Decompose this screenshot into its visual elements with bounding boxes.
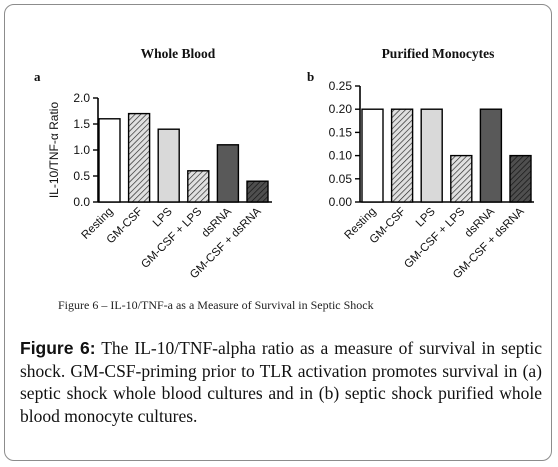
bar xyxy=(479,108,503,203)
y-tick-label: 2.0 xyxy=(73,91,90,105)
x-tick-label: LPS xyxy=(151,205,175,229)
y-tick-label: 0.10 xyxy=(329,149,353,163)
panel-letter: a xyxy=(34,69,41,84)
bar xyxy=(509,154,532,203)
y-tick-label: 0.25 xyxy=(329,79,353,93)
y-tick-label: 1.0 xyxy=(73,143,90,157)
bar xyxy=(450,154,473,203)
bar xyxy=(127,112,151,203)
bar xyxy=(157,128,180,203)
panel-letter: b xyxy=(307,69,314,84)
y-tick-label: 0.05 xyxy=(329,172,353,186)
chart-panel-purified-monocytes: Purified Monocytes b 0.00 0.05 0.10 0.15 0.20 0… xyxy=(307,46,534,281)
panel-title: Purified Monocytes xyxy=(382,46,495,61)
y-tick-label: 1.5 xyxy=(73,117,90,131)
y-tick-label: 0.20 xyxy=(329,102,353,116)
figure-charts: Whole Blood a IL-10/TNF-α Ratio 0.0 0.5 1.0 1.… xyxy=(34,46,534,281)
y-tick-label: 0.0 xyxy=(73,195,90,209)
figure-inner-caption: Figure 6 – IL-10/TNF-a as a Measure of S… xyxy=(58,298,374,312)
panel-title: Whole Blood xyxy=(141,46,216,61)
bar xyxy=(98,118,121,203)
chart-panel-whole-blood: Whole Blood a IL-10/TNF-α Ratio 0.0 0.5 1.0 1.… xyxy=(34,46,272,281)
bar xyxy=(390,108,414,203)
figure-caption: Figure 6: The IL-10/TNF-alpha ratio as a… xyxy=(20,337,542,427)
bar xyxy=(187,170,210,203)
x-tick-label: LPS xyxy=(414,205,438,229)
caption-text: The IL-10/TNF-alpha ratio as a measure o… xyxy=(20,338,542,426)
y-tick-label: 0.15 xyxy=(329,125,353,139)
bar xyxy=(361,108,384,203)
y-tick-label: 0.5 xyxy=(73,169,90,183)
bar xyxy=(246,180,269,203)
bar xyxy=(216,144,240,203)
y-tick-label: 0.00 xyxy=(329,195,353,209)
bar xyxy=(420,108,443,203)
figure-frame xyxy=(4,4,552,461)
caption-label: Figure 6: xyxy=(20,338,96,358)
y-axis-label: IL-10/TNF-α Ratio xyxy=(47,102,61,199)
